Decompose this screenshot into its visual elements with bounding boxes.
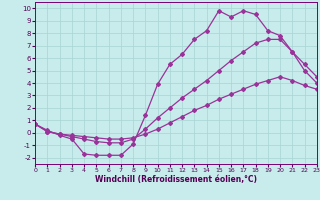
X-axis label: Windchill (Refroidissement éolien,°C): Windchill (Refroidissement éolien,°C): [95, 175, 257, 184]
